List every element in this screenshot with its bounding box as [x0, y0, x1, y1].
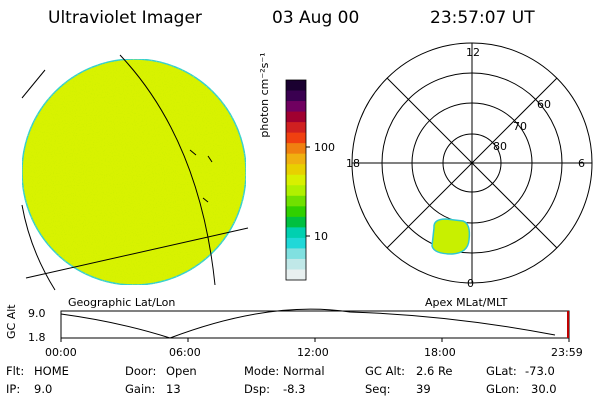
colorbar-segment	[286, 122, 306, 134]
longitude-line	[119, 54, 216, 286]
colorbar-segment	[286, 111, 306, 123]
date-label: 03 Aug 00	[272, 8, 360, 28]
info-flt-label: Flt:	[6, 364, 25, 378]
info-door-label: Door:	[125, 364, 157, 378]
info-flt-value: HOME	[34, 364, 69, 378]
colorbar-segment	[286, 237, 306, 249]
latitude-arc	[21, 204, 56, 291]
info-glon-label: GLon:	[486, 382, 520, 396]
polar-axis-diag2	[386, 77, 558, 249]
altitude-xtick-3: 18:00	[424, 346, 456, 359]
altitude-xtick-4: 23:59	[551, 346, 583, 359]
info-gcalt-value: 2.6 Re	[416, 364, 453, 378]
color-bar-frame	[285, 79, 307, 281]
altitude-ylabel: GC Alt	[5, 304, 18, 339]
info-mode-label: Mode:	[244, 364, 280, 378]
colorbar-segment	[286, 80, 306, 92]
altitude-curve	[60, 308, 556, 339]
info-gain-label: Gain:	[125, 382, 156, 396]
mlt-label-18: 18	[346, 157, 360, 170]
colorbar-segment	[286, 164, 306, 176]
info-gcalt-label: GC Alt:	[365, 364, 406, 378]
colorbar-segment	[286, 90, 306, 102]
colorbar-segment	[286, 185, 306, 197]
info-ip-value: 9.0	[34, 382, 53, 396]
time-label: 23:57:07 UT	[430, 8, 535, 28]
uv-image-disk	[21, 58, 247, 286]
mlt-label-0: 0	[467, 277, 474, 290]
instrument-title: Ultraviolet Imager	[48, 8, 202, 28]
colorbar-segment	[286, 174, 306, 186]
colorbar-segment	[286, 101, 306, 113]
mlt-label-12: 12	[466, 46, 480, 59]
info-dsp-value: -8.3	[283, 382, 306, 396]
altitude-xtick-0: 00:00	[45, 346, 77, 359]
info-gain-value: 13	[166, 382, 181, 396]
colorbar-segment	[286, 206, 306, 218]
latitude-tick	[21, 69, 46, 99]
info-seq-value: 39	[416, 382, 431, 396]
info-glon-value: 30.0	[531, 382, 557, 396]
colorbar-segment	[286, 248, 306, 260]
info-ip-label: IP:	[6, 382, 21, 396]
colorbar-segment	[286, 143, 306, 155]
mlat-label-70: 70	[513, 120, 527, 133]
info-seq-label: Seq:	[365, 382, 391, 396]
color-bar	[286, 80, 306, 281]
altitude-ytick-top: 9.0	[28, 307, 46, 320]
colorbar-segment	[286, 153, 306, 165]
colorbar-segment	[286, 269, 306, 281]
colorbar-segment	[286, 216, 306, 228]
mlat-label-60: 60	[537, 98, 551, 111]
colorbar-units: photon cm⁻²s⁻¹	[258, 52, 271, 138]
altitude-plot	[60, 308, 570, 342]
mlat-label-80: 80	[493, 140, 507, 153]
info-door-value: Open	[166, 364, 197, 378]
info-mode-value: Normal	[283, 364, 325, 378]
altitude-ytick-bottom: 1.8	[28, 331, 46, 344]
info-glat-value: -73.0	[525, 364, 555, 378]
geographic-panel	[21, 54, 249, 291]
colorbar-label-10: 10	[314, 230, 328, 243]
colorbar-segment	[286, 258, 306, 270]
left-panel-caption: Geographic Lat/Lon	[68, 296, 176, 309]
polar-plot	[351, 42, 593, 284]
colorbar-label-100: 100	[314, 141, 335, 154]
auroral-blob	[431, 218, 471, 255]
mlt-label-6: 6	[578, 157, 585, 170]
colorbar-segment	[286, 132, 306, 144]
info-dsp-label: Dsp:	[244, 382, 271, 396]
colorbar-segment	[286, 227, 306, 239]
altitude-xtick-2: 12:00	[297, 346, 329, 359]
colorbar-segment	[286, 195, 306, 207]
right-panel-caption: Apex MLat/MLT	[425, 296, 508, 309]
info-glat-label: GLat:	[486, 364, 517, 378]
latitude-line	[25, 227, 249, 279]
altitude-xtick-1: 06:00	[169, 346, 201, 359]
